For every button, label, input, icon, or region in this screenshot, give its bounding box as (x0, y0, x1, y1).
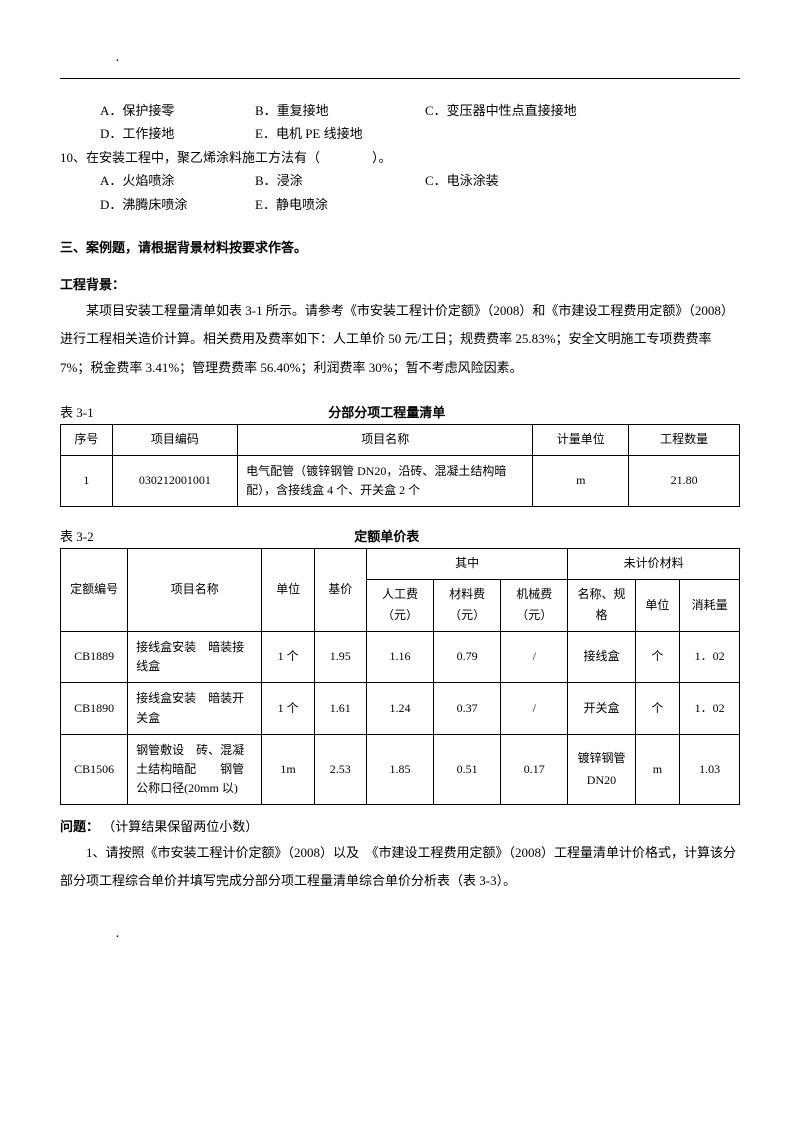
table31-title: 分部分项工程量清单 (94, 401, 680, 424)
th-unit: 计量单位 (533, 424, 629, 455)
table-row: 定额编号 项目名称 单位 基价 其中 未计价材料 (61, 549, 740, 580)
q9-opt-a: A．保护接零 (100, 99, 255, 122)
cell-u2: 个 (635, 683, 680, 734)
q9-opt-b: B．重复接地 (255, 99, 425, 122)
th-unit: 单位 (262, 549, 314, 632)
cell-seq: 1 (61, 455, 113, 506)
table-row: 1 030212001001 电气配管（镀锌钢管 DN20，沿砖、混凝土结构暗配… (61, 455, 740, 506)
cell-material: 0.79 (434, 632, 501, 683)
th-spec: 名称、规格 (568, 579, 635, 631)
cell-code: CB1889 (61, 632, 128, 683)
th-consume: 消耗量 (680, 579, 740, 631)
cell-material: 0.37 (434, 683, 501, 734)
page-dot-top: ． (115, 50, 740, 68)
cell-unit: m (533, 455, 629, 506)
cell-unit: 1 个 (262, 632, 314, 683)
cell-code: CB1506 (61, 734, 128, 805)
cell-spec: 镀锌钢管DN20 (568, 734, 635, 805)
question-hint: （计算结果保留两位小数） (102, 819, 258, 834)
table31-label: 表 3-1 (60, 401, 94, 424)
cell-name: 接线盒安装 暗装开关盒 (128, 683, 262, 734)
cell-machine: / (501, 632, 568, 683)
cell-unit: 1m (262, 734, 314, 805)
cell-spec: 接线盒 (568, 632, 635, 683)
q10-opt-b: B．浸涂 (255, 169, 425, 192)
table32-header: 表 3-2 定额单价表 (60, 525, 740, 548)
q9-opt-e: E．电机 PE 线接地 (255, 122, 425, 145)
cell-u2: 个 (635, 632, 680, 683)
cell-labor: 1.24 (366, 683, 433, 734)
q9-opt-c: C．变压器中性点直接接地 (425, 99, 740, 122)
q10-opt-c: C．电泳涂装 (425, 169, 740, 192)
cell-code: CB1890 (61, 683, 128, 734)
cell-labor: 1.16 (366, 632, 433, 683)
th-qty: 工程数量 (629, 424, 740, 455)
q9-options: A．保护接零 B．重复接地 C．变压器中性点直接接地 D．工作接地 E．电机 P… (100, 99, 740, 146)
question-block: 问题： （计算结果保留两位小数） (60, 815, 740, 838)
q10-opt-a: A．火焰喷涂 (100, 169, 255, 192)
page-dot-bottom: ． (115, 926, 740, 944)
th-material: 材料费（元） (434, 579, 501, 631)
cell-name: 钢管敷设 砖、混凝土结构暗配 钢管公称口径(20mm 以) (128, 734, 262, 805)
th-u2: 单位 (635, 579, 680, 631)
cell-name: 电气配管（镀锌钢管 DN20，沿砖、混凝土结构暗配），含接线盒 4 个、开关盒 … (238, 455, 533, 506)
q10-opt-d: D．沸腾床喷涂 (100, 193, 255, 216)
th-unpriced-group: 未计价材料 (568, 549, 740, 580)
th-base: 基价 (314, 549, 366, 632)
table32: 定额编号 项目名称 单位 基价 其中 未计价材料 人工费（元） 材料费（元） 机… (60, 548, 740, 805)
cell-consume: 1.03 (680, 734, 740, 805)
cell-machine: / (501, 683, 568, 734)
th-code: 定额编号 (61, 549, 128, 632)
table32-title: 定额单价表 (94, 525, 680, 548)
table-row: CB1889接线盒安装 暗装接线盒1 个1.951.160.79/接线盒个1．0… (61, 632, 740, 683)
horizontal-rule (60, 78, 740, 79)
q9-opt-d: D．工作接地 (100, 122, 255, 145)
cell-base: 1.61 (314, 683, 366, 734)
cell-qty: 21.80 (629, 455, 740, 506)
table-row: 序号 项目编码 项目名称 计量单位 工程数量 (61, 424, 740, 455)
cell-base: 1.95 (314, 632, 366, 683)
table-row: CB1890接线盒安装 暗装开关盒1 个1.611.240.37/开关盒个1．0… (61, 683, 740, 734)
cell-base: 2.53 (314, 734, 366, 805)
cell-u2: m (635, 734, 680, 805)
cell-unit: 1 个 (262, 683, 314, 734)
background-title: 工程背景： (60, 273, 740, 296)
cell-material: 0.51 (434, 734, 501, 805)
question-label: 问题： (60, 819, 99, 834)
cell-labor: 1.85 (366, 734, 433, 805)
q10-stem: 10、在安装工程中，聚乙烯涂料施工方法有（ ）。 (60, 146, 740, 169)
q10-options: A．火焰喷涂 B．浸涂 C．电泳涂装 D．沸腾床喷涂 E．静电喷涂 (100, 169, 740, 216)
cell-consume: 1．02 (680, 683, 740, 734)
cell-consume: 1．02 (680, 632, 740, 683)
th-name: 项目名称 (128, 549, 262, 632)
cell-spec: 开关盒 (568, 683, 635, 734)
cell-code: 030212001001 (112, 455, 237, 506)
background-paragraph: 某项目安装工程量清单如表 3-1 所示。请参考《市安装工程计价定额》（2008）… (60, 297, 740, 383)
table31-header: 表 3-1 分部分项工程量清单 (60, 401, 740, 424)
cell-name: 接线盒安装 暗装接线盒 (128, 632, 262, 683)
section-3-title: 三、案例题，请根据背景材料按要求作答。 (60, 236, 740, 259)
th-mid-group: 其中 (366, 549, 567, 580)
th-seq: 序号 (61, 424, 113, 455)
th-labor: 人工费（元） (366, 579, 433, 631)
table31: 序号 项目编码 项目名称 计量单位 工程数量 1 030212001001 电气… (60, 424, 740, 507)
q10-opt-e: E．静电喷涂 (255, 193, 425, 216)
th-machine: 机械费（元） (501, 579, 568, 631)
table-row: CB1506钢管敷设 砖、混凝土结构暗配 钢管公称口径(20mm 以)1m2.5… (61, 734, 740, 805)
th-name: 项目名称 (238, 424, 533, 455)
question-1: 1、请按照《市安装工程计价定额》（2008）以及 《市建设工程费用定额》（200… (60, 839, 740, 896)
th-code: 项目编码 (112, 424, 237, 455)
table32-label: 表 3-2 (60, 525, 94, 548)
cell-machine: 0.17 (501, 734, 568, 805)
